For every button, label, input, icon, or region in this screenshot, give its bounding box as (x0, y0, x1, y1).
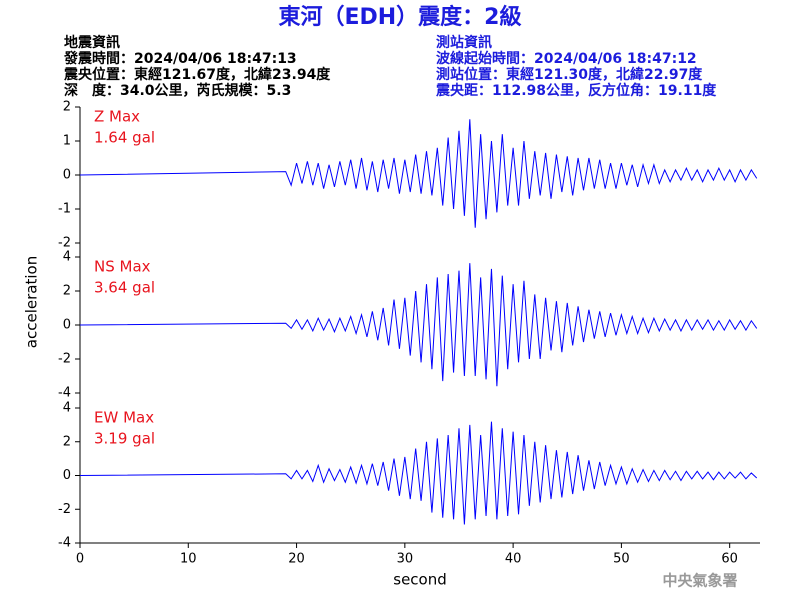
y-tick-label: -4 (58, 536, 71, 551)
panel-max: 1.64 gal (94, 129, 155, 147)
panel-label: Z Max (94, 108, 140, 126)
chart-title: 東河（EDH）震度：2級 (278, 4, 521, 30)
station-info: 測站位置：東經121.30度，北緯22.97度 (436, 66, 703, 83)
y-tick-label: -2 (58, 352, 71, 367)
x-tick-label: 10 (180, 552, 197, 567)
x-tick-label: 0 (76, 552, 84, 567)
panel-label: EW Max (94, 409, 154, 427)
y-tick-label: 0 (63, 168, 71, 183)
event-info: 發震時間：2024/04/06 18:47:13 (63, 50, 297, 67)
footer: 中央氣象署 (662, 572, 737, 590)
y-axis-label: acceleration (23, 256, 41, 348)
waveform (79, 119, 758, 228)
x-tick-label: 40 (505, 552, 522, 567)
panel-label: NS Max (94, 258, 151, 276)
y-tick-label: 1 (63, 134, 71, 149)
y-tick-label: 4 (63, 401, 71, 416)
x-tick-label: 50 (613, 552, 630, 567)
y-tick-label: 0 (63, 468, 71, 483)
y-tick-label: 2 (63, 284, 71, 299)
y-tick-label: -2 (58, 236, 71, 251)
x-axis-label: second (393, 571, 447, 589)
x-tick-label: 20 (288, 552, 305, 567)
x-tick-label: 30 (397, 552, 414, 567)
y-tick-label: 2 (63, 100, 71, 115)
panel-max: 3.19 gal (94, 430, 155, 448)
y-tick-label: 0 (63, 318, 71, 333)
event-info: 深 度：34.0公里，芮氏規模：5.3 (64, 82, 291, 99)
station-info: 波線起始時間：2024/04/06 18:47:12 (436, 50, 697, 67)
y-tick-label: 4 (63, 250, 71, 265)
station-info: 測站資訊 (436, 34, 492, 51)
y-tick-label: -1 (58, 202, 71, 217)
event-info: 震央位置：東經121.67度，北緯23.94度 (63, 66, 331, 83)
waveform (79, 263, 758, 387)
y-tick-label: -4 (58, 386, 71, 401)
x-tick-label: 60 (721, 552, 738, 567)
panel-max: 3.64 gal (94, 279, 155, 297)
waveform (79, 421, 758, 525)
y-tick-label: 2 (63, 434, 71, 449)
y-tick-label: -2 (58, 502, 71, 517)
station-info: 震央距：112.98公里，反方位角：19.11度 (435, 82, 717, 99)
event-info: 地震資訊 (64, 34, 120, 51)
